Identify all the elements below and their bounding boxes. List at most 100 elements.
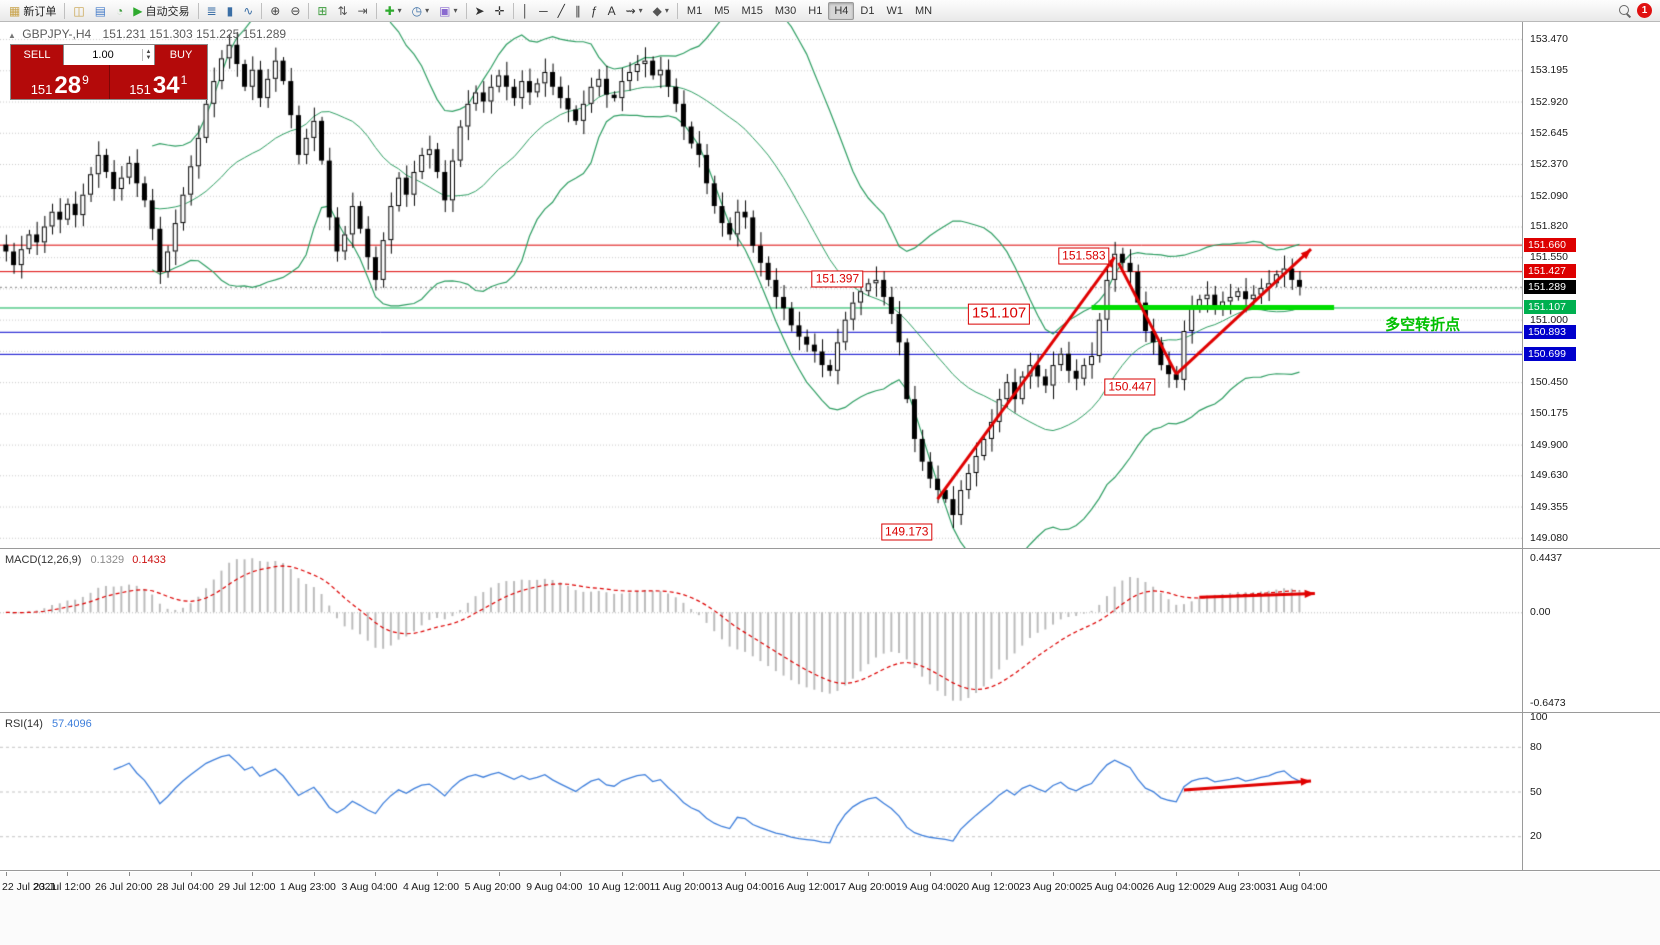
time-axis-tick <box>437 872 439 876</box>
auto-scroll-button[interactable]: ⇅ <box>332 1 352 20</box>
timeframe-w1-button[interactable]: W1 <box>886 4 903 17</box>
volume-stepper[interactable]: 1.00 ▲ ▼ <box>63 45 155 65</box>
price-annotation-label[interactable]: 150.447 <box>1104 378 1156 396</box>
timeframe-h1-button[interactable]: H1 <box>808 4 823 17</box>
time-axis-label: 3 Aug 04:00 <box>341 881 398 893</box>
add-indicator-button[interactable]: ✚ ▾ <box>380 1 407 20</box>
text-button[interactable]: A <box>603 1 621 20</box>
time-axis-label: 19 Aug 04:00 <box>895 881 958 893</box>
price-annotation-label[interactable]: 151.583 <box>1058 247 1110 265</box>
price-level-badge: 150.893 <box>1524 324 1576 339</box>
time-axis-label: 23 Aug 20:00 <box>1019 881 1081 893</box>
toolbar-separator <box>375 2 377 19</box>
bar-chart-icon: ≣ <box>206 3 217 18</box>
search-icon[interactable] <box>1619 4 1631 17</box>
time-axis-tick <box>868 872 870 876</box>
data-window-icon-button[interactable]: ▤ <box>90 1 111 20</box>
zoom-out-button[interactable]: ⊖ <box>285 1 305 20</box>
hline-button[interactable]: ─ <box>534 1 553 20</box>
rsi-header: RSI(14) 57.4096 <box>5 718 92 730</box>
dropdown-caret-icon[interactable]: ▾ <box>664 6 669 15</box>
volume-spin-buttons[interactable]: ▲ ▼ <box>142 49 154 61</box>
bar-chart-button[interactable]: ≣ <box>202 1 222 20</box>
cursor-icon: ➤ <box>474 3 485 18</box>
timeframe-h4-button[interactable]: H4 <box>828 1 855 20</box>
shapes-button[interactable]: ◆ ▾ <box>648 1 674 20</box>
line-chart-icon: ∿ <box>243 3 254 18</box>
pivot-annotation-text[interactable]: 多空转折点 <box>1385 316 1461 334</box>
dropdown-caret-icon[interactable]: ▾ <box>425 6 430 15</box>
new-order-icon: ▦ <box>9 3 21 18</box>
timeframe-m1-button[interactable]: M1 <box>686 4 703 17</box>
text-icon: A <box>607 3 616 18</box>
auto-trading-button[interactable]: ▶ 自动交易 <box>128 1 194 20</box>
current-price-badge: 151.289 <box>1524 279 1576 294</box>
auto-trading-icon: ▶ <box>133 3 143 18</box>
rsi-panel-canvas[interactable] <box>0 713 1522 870</box>
price-level-badge: 151.107 <box>1524 300 1576 315</box>
time-axis-label: 23 Jul 12:00 <box>33 881 91 893</box>
price-tick-label: 152.645 <box>1530 126 1568 139</box>
price-tick-label: 152.920 <box>1530 95 1568 108</box>
timeframe-d1-button[interactable]: D1 <box>860 4 875 17</box>
navigator-icon-button[interactable]: ◔ <box>111 1 128 20</box>
notification-badge[interactable]: 1 <box>1637 3 1652 18</box>
volume-value[interactable]: 1.00 <box>92 49 114 61</box>
crosshair-button[interactable]: ✛ <box>490 1 510 20</box>
tile-windows-button[interactable]: ⊞ <box>312 1 332 20</box>
trendline-button[interactable]: ╱ <box>553 1 570 20</box>
period-button[interactable]: ◷ ▾ <box>407 1 435 20</box>
time-axis-tick <box>1114 872 1116 876</box>
timeframe-m5-button[interactable]: M5 <box>714 4 730 17</box>
time-axis-label: 26 Jul 20:00 <box>95 881 153 893</box>
sell-price-big: 28 <box>54 71 82 99</box>
time-axis-tick <box>313 872 315 876</box>
time-axis-tick <box>1299 872 1301 876</box>
time-axis-tick <box>5 872 7 876</box>
main-macd-splitter[interactable] <box>0 548 1660 549</box>
time-axis-tick <box>560 872 562 876</box>
chart-shift-button[interactable]: ⇥ <box>353 1 373 20</box>
price-annotation-label[interactable]: 151.397 <box>811 270 864 288</box>
new-order-button[interactable]: ▦ 新订单 <box>4 1 61 20</box>
timeframe-m15-button[interactable]: M15 <box>741 4 763 17</box>
timeframe-m30-button[interactable]: M30 <box>774 4 797 17</box>
timeframe-mn-button[interactable]: MN <box>914 4 933 17</box>
time-axis-label: 1 Aug 23:00 <box>279 881 336 893</box>
template-button[interactable]: ▣ ▾ <box>434 1 462 20</box>
macd-rsi-splitter[interactable] <box>0 712 1660 713</box>
channel-button[interactable]: ∥ <box>570 1 586 20</box>
buy-price-button[interactable]: 151 34 1 <box>110 65 208 99</box>
cursor-button[interactable]: ➤ <box>470 1 490 20</box>
price-tick-label: 153.470 <box>1530 33 1568 46</box>
volume-up-icon[interactable]: ▲ <box>145 49 152 55</box>
time-axis-label: 31 Aug 04:00 <box>1265 881 1328 893</box>
zoom-in-button[interactable]: ⊕ <box>265 1 285 20</box>
auto-trading-button-label: 自动交易 <box>145 5 190 18</box>
arrows-tool-button[interactable]: ⇝ ▾ <box>621 1 648 20</box>
collapse-triangle-icon[interactable]: ▲ <box>8 31 16 40</box>
vline-button[interactable]: │ <box>517 1 535 20</box>
line-chart-button[interactable]: ∿ <box>238 1 258 20</box>
buy-price-small: 151 <box>129 82 151 97</box>
volume-down-icon[interactable]: ▼ <box>145 55 152 61</box>
price-annotation-label[interactable]: 151.107 <box>968 303 1031 325</box>
dropdown-caret-icon[interactable]: ▾ <box>638 6 643 15</box>
sell-price-button[interactable]: 151 28 9 <box>11 65 109 99</box>
dropdown-caret-icon[interactable]: ▾ <box>453 6 458 15</box>
dropdown-caret-icon[interactable]: ▾ <box>397 6 402 15</box>
sell-button[interactable]: SELL <box>11 45 63 65</box>
fibonacci-button[interactable]: ƒ <box>586 1 603 20</box>
price-tick-label: 152.370 <box>1530 158 1568 170</box>
candlestick-chart-button[interactable]: ▮ <box>222 1 239 20</box>
time-axis-label: 17 Aug 20:00 <box>834 881 897 893</box>
macd-scale-zero: 0.00 <box>1530 606 1551 619</box>
macd-panel-canvas[interactable] <box>0 549 1522 712</box>
main-chart-canvas[interactable] <box>0 22 1522 548</box>
time-axis-tick <box>929 872 931 876</box>
buy-button[interactable]: BUY <box>155 45 207 65</box>
price-annotation-label[interactable]: 149.173 <box>881 523 933 541</box>
time-axis: 22 Jul 2021 23 Jul 12:00 26 Jul 20:00 28 Ju… <box>0 872 1660 945</box>
market-watch-icon-button[interactable]: ◫ <box>68 1 89 20</box>
toolbar-separator <box>308 2 310 19</box>
